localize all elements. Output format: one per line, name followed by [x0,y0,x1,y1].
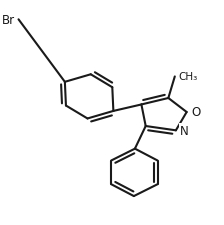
Text: O: O [191,106,201,119]
Text: Br: Br [2,14,15,27]
Text: CH₃: CH₃ [179,72,198,82]
Text: N: N [180,124,189,137]
